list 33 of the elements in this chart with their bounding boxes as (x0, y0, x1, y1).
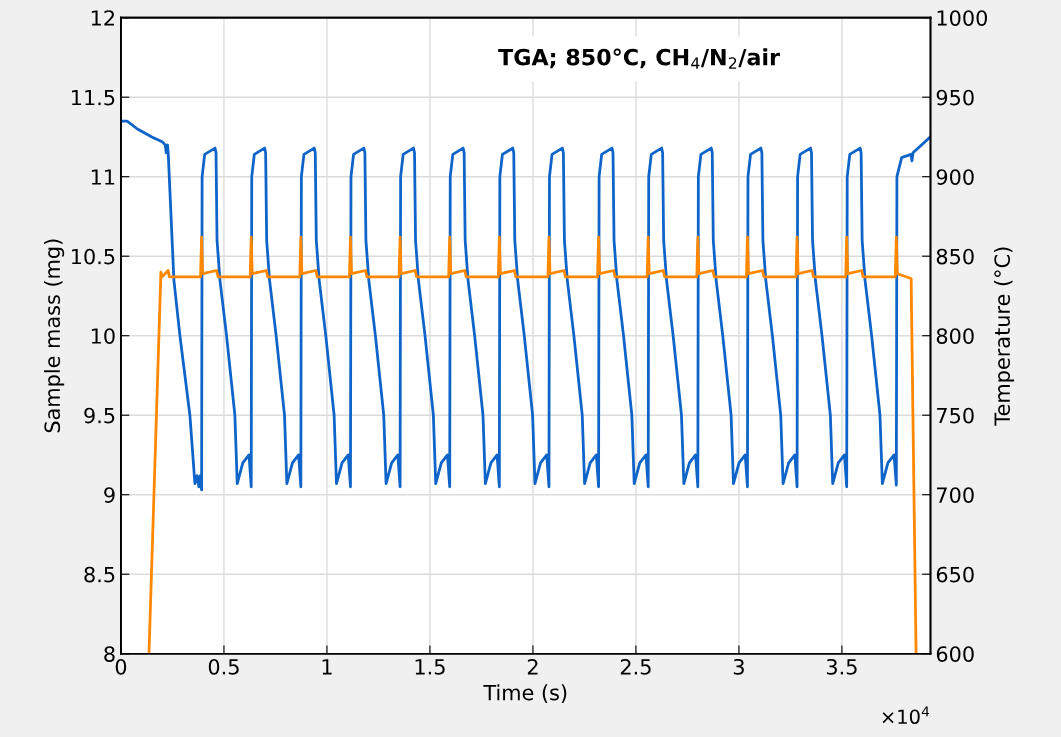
y2-tick-label: 650 (936, 566, 974, 583)
y2-tick-label: 950 (936, 89, 974, 106)
y-tick-label: 9 (104, 487, 115, 503)
y2-tick-label: 750 (937, 407, 974, 424)
x-tick-label: 3 (733, 658, 744, 675)
y2-tick-label: 800 (936, 328, 974, 344)
x-tick-label: 2.5 (620, 658, 651, 675)
y-tick-label: 9.5 (84, 407, 115, 424)
x-tick-label: 0 (115, 658, 127, 675)
y2-tick-label: 600 (936, 646, 974, 662)
annotation: TGA; 850°C, CH$_{4}$/N$_{2}$/air (498, 48, 780, 69)
y-tick-label: 12 (91, 10, 115, 26)
line-series (120, 119, 931, 492)
y2-axis-title: Temperature (°C) (993, 247, 1015, 426)
x-axis-title: Time (s) (483, 684, 567, 703)
y-tick-label: 8 (104, 646, 115, 662)
y2-tick-label: 700 (937, 487, 974, 503)
x-tick-label: 1.5 (415, 659, 445, 675)
line-series (147, 235, 918, 654)
y-tick-label: 10 (91, 328, 115, 344)
y2-tick-label: 900 (936, 169, 974, 185)
y-axis-title: Sample mass (mg) (43, 239, 65, 433)
text: ×10$^{4}$ (882, 706, 930, 725)
y2-tick-label: 850 (936, 248, 974, 265)
y-tick-label: 10.5 (71, 248, 115, 265)
x-tick-label: 2 (527, 658, 538, 675)
y-tick-label: 8.5 (84, 566, 115, 583)
x-tick-label: 0.5 (208, 658, 239, 675)
y-tick-label: 11.5 (71, 89, 115, 106)
y-tick-label: 11 (91, 169, 115, 185)
y2-tick-label: 1000 (937, 10, 987, 26)
x-tick-label: 1 (322, 659, 332, 675)
x-tick-label: 3.5 (826, 658, 857, 675)
